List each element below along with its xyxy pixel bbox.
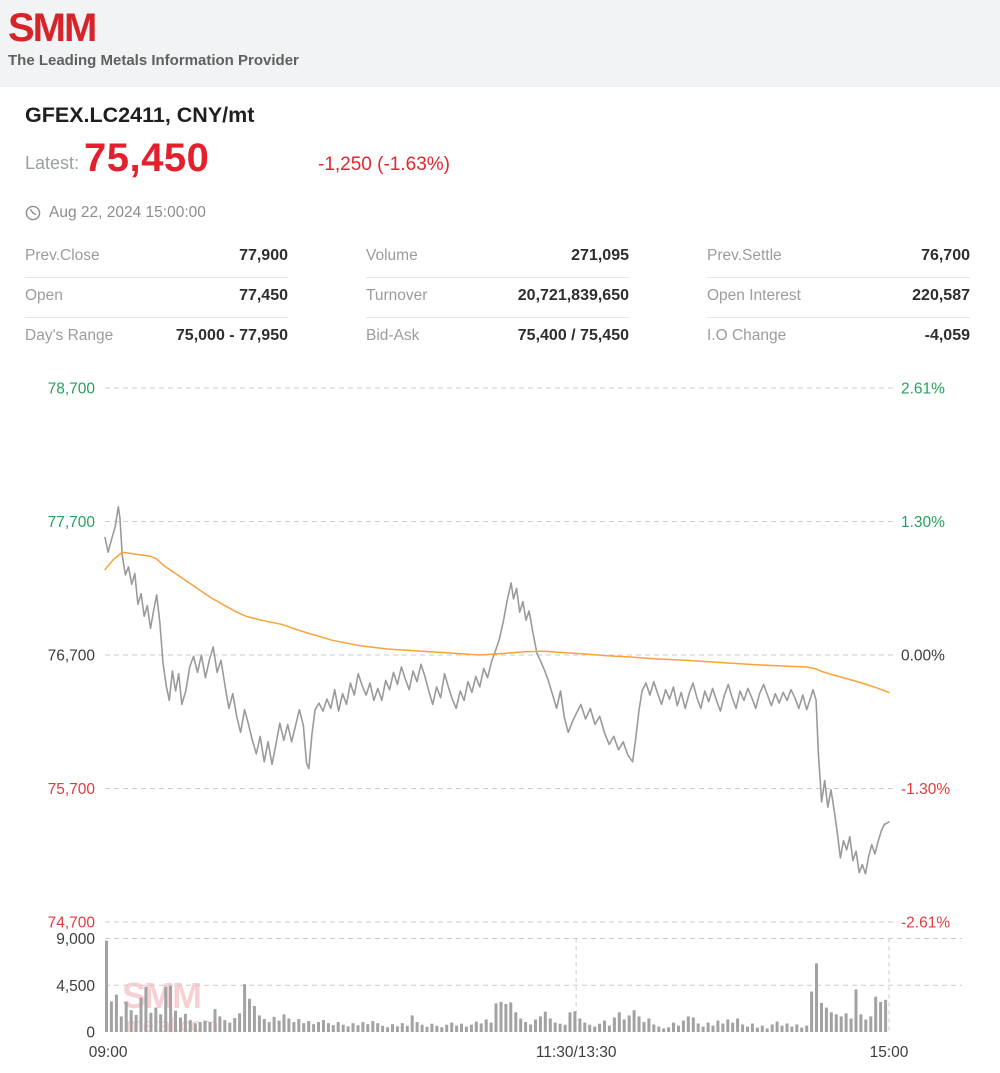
stat-value: 75,000 - 77,950: [175, 327, 288, 344]
header-bar: SMM The Leading Metals Information Provi…: [0, 0, 1000, 87]
smm-logo: SMM: [8, 6, 97, 50]
volume-axis-label: 9,000: [56, 931, 95, 948]
stat-cell-days-range: Day's Range 75,000 - 77,950: [25, 318, 288, 357]
chart-canvas: 78,700 77,700 76,700 75,700 74,700 2.61% 1.30%…: [48, 381, 962, 1061]
stat-value: 77,900: [239, 247, 288, 264]
volume-bars: [105, 940, 888, 1032]
stats-table: Prev.Close 77,900 Volume 271,095 Prev.Se…: [25, 238, 970, 357]
stat-value: 75,400 / 75,450: [517, 327, 629, 344]
watermark: SMM metal.com: [122, 975, 218, 1037]
stat-label: Open: [25, 287, 63, 304]
stat-label: Prev.Settle: [707, 247, 782, 264]
stat-value: 77,450: [239, 287, 288, 304]
price-chart: SMM metal.com 78,700 77,700 76,700 75,700 74…: [0, 370, 1000, 1073]
stat-label: Volume: [366, 247, 418, 264]
y-axis-left-label: 74,700: [48, 915, 96, 932]
timestamp: Aug 22, 2024 15:00:00: [49, 204, 206, 221]
stat-label: Day's Range: [25, 327, 114, 344]
y-axis-right-label: 2.61%: [901, 381, 945, 398]
stat-value: 220,587: [912, 287, 970, 304]
stat-label: I.O Change: [707, 327, 787, 344]
y-axis-right-label: -1.30%: [901, 781, 950, 798]
stat-value: -4,059: [924, 327, 970, 344]
price-line: [104, 506, 890, 875]
clock-icon: [25, 205, 41, 221]
stat-value: 271,095: [571, 247, 629, 264]
stat-cell-volume: Volume 271,095: [366, 238, 629, 278]
price-gridlines: [105, 387, 893, 923]
y-axis-left-label: 77,700: [48, 514, 96, 531]
stat-cell-io-change: I.O Change -4,059: [707, 318, 970, 357]
y-axis-right-label: 1.30%: [901, 514, 945, 531]
stat-cell-prev-settle: Prev.Settle 76,700: [707, 238, 970, 278]
stat-value: 20,721,839,650: [517, 287, 629, 304]
stat-cell-turnover: Turnover 20,721,839,650: [366, 278, 629, 318]
watermark-logo: SMM: [122, 975, 202, 1016]
stat-cell-open-interest: Open Interest 220,587: [707, 278, 970, 318]
stat-label: Prev.Close: [25, 247, 100, 264]
y-axis-left-label: 75,700: [48, 781, 96, 798]
avg_price-line: [104, 551, 890, 694]
y-axis-left-label: 78,700: [48, 381, 96, 398]
stat-label: Open Interest: [707, 287, 801, 304]
timestamp-row: Aug 22, 2024 15:00:00: [25, 204, 206, 222]
latest-price: 75,450: [84, 136, 210, 180]
stat-cell-bid-ask: Bid-Ask 75,400 / 75,450: [366, 318, 629, 357]
page-title: GFEX.LC2411, CNY/mt: [25, 103, 255, 127]
volume-axis-label: 4,500: [56, 978, 95, 995]
stat-cell-open: Open 77,450: [25, 278, 288, 318]
y-axis-left-label: 76,700: [48, 648, 96, 665]
stat-label: Bid-Ask: [366, 327, 420, 344]
y-axis-right-label: -2.61%: [901, 915, 950, 932]
y-axis-right-label: 0.00%: [901, 648, 945, 665]
volume-axis-label: 0: [86, 1025, 95, 1042]
price-change: -1,250 (-1.63%): [318, 154, 451, 175]
stat-label: Turnover: [366, 287, 428, 304]
logo-tagline: The Leading Metals Information Provider: [8, 52, 299, 69]
stat-cell-prev-close: Prev.Close 77,900: [25, 238, 288, 278]
stat-value: 76,700: [921, 247, 970, 264]
x-axis-label: 15:00: [870, 1044, 909, 1061]
x-axis-label: 09:00: [89, 1044, 128, 1061]
volume-gridlines: [105, 938, 962, 986]
x-axis-label: 11:30/13:30: [536, 1044, 617, 1061]
latest-label: Latest:: [25, 153, 80, 173]
